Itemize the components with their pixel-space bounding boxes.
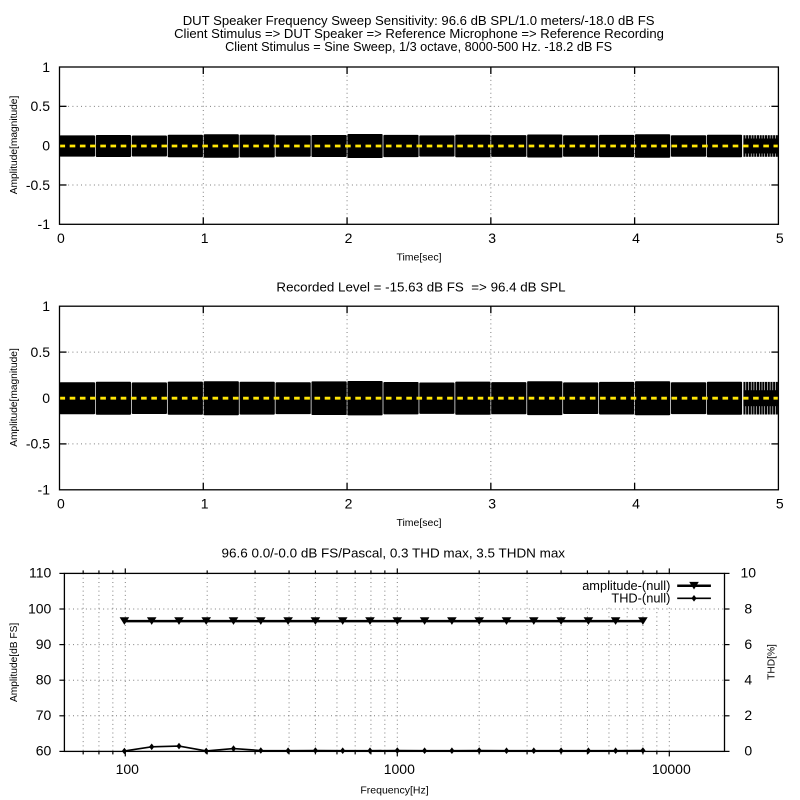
svg-text:10000: 10000 (652, 761, 691, 777)
svg-text:70: 70 (36, 707, 52, 723)
svg-text:-0.5: -0.5 (26, 436, 50, 452)
svg-text:0.5: 0.5 (31, 344, 51, 360)
svg-text:4: 4 (744, 672, 752, 688)
svg-text:4: 4 (632, 496, 640, 512)
svg-text:100: 100 (28, 600, 52, 616)
svg-text:0: 0 (744, 743, 752, 759)
svg-text:amplitude-(null): amplitude-(null) (582, 578, 670, 593)
svg-text:5: 5 (776, 230, 784, 246)
svg-text:3: 3 (488, 496, 496, 512)
svg-text:2: 2 (345, 496, 353, 512)
svg-text:THD-(null): THD-(null) (611, 591, 670, 606)
svg-text:Time[sec]: Time[sec] (396, 517, 441, 529)
svg-text:0.5: 0.5 (31, 98, 51, 114)
svg-text:0: 0 (57, 230, 65, 246)
svg-text:Client Stimulus = Sine Sweep,: Client Stimulus = Sine Sweep, 1/3 octave… (225, 39, 612, 54)
svg-text:96.6 0.0/-0.0 dB FS/Pascal, 0.: 96.6 0.0/-0.0 dB FS/Pascal, 0.3 THD max,… (222, 545, 566, 560)
svg-text:Time[sec]: Time[sec] (396, 251, 441, 263)
svg-text:1: 1 (42, 59, 50, 75)
svg-text:4: 4 (632, 230, 640, 246)
svg-text:-0.5: -0.5 (26, 177, 50, 193)
svg-text:Frequency[Hz]: Frequency[Hz] (360, 784, 428, 796)
svg-text:THD[%]: THD[%] (767, 644, 778, 680)
svg-text:3: 3 (488, 230, 496, 246)
svg-text:5: 5 (776, 496, 784, 512)
svg-text:Amplitude[magnitude]: Amplitude[magnitude] (9, 348, 20, 447)
svg-text:110: 110 (29, 565, 52, 581)
svg-text:100: 100 (116, 761, 140, 777)
svg-text:Client Stimulus => DUT Speaker: Client Stimulus => DUT Speaker => Refere… (174, 26, 664, 41)
svg-text:60: 60 (36, 743, 52, 759)
svg-text:0: 0 (42, 138, 50, 154)
svg-text:1: 1 (42, 298, 50, 314)
svg-text:6: 6 (744, 636, 752, 652)
svg-text:0: 0 (42, 390, 50, 406)
svg-text:Recorded Level = -15.63 dB FS: Recorded Level = -15.63 dB FS => 96.4 dB… (276, 280, 565, 295)
svg-text:Amplitude[magnitude]: Amplitude[magnitude] (9, 96, 20, 195)
svg-text:DUT Speaker Frequency Sweep Se: DUT Speaker Frequency Sweep Sensitivity:… (183, 13, 655, 28)
svg-text:1: 1 (201, 230, 209, 246)
svg-text:2: 2 (744, 707, 752, 723)
svg-text:10: 10 (741, 565, 757, 581)
svg-text:1: 1 (201, 496, 209, 512)
svg-text:1000: 1000 (384, 761, 415, 777)
svg-text:0: 0 (57, 496, 65, 512)
svg-text:-1: -1 (38, 216, 51, 232)
svg-text:80: 80 (36, 672, 52, 688)
svg-text:2: 2 (345, 230, 353, 246)
svg-text:-1: -1 (38, 482, 51, 498)
svg-text:8: 8 (744, 600, 752, 616)
svg-text:90: 90 (36, 636, 52, 652)
svg-text:Amplitude[dB FS]: Amplitude[dB FS] (9, 623, 20, 702)
